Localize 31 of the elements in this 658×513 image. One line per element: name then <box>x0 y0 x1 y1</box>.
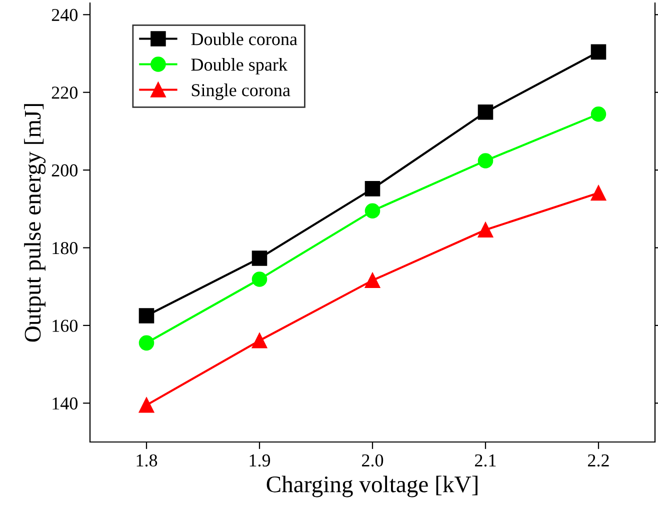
point <box>252 332 268 348</box>
point <box>478 222 494 238</box>
point <box>590 106 606 122</box>
point <box>478 153 494 168</box>
x-tick-label: 2.0 <box>362 454 384 467</box>
x-tick-label: 1.9 <box>250 454 270 467</box>
point <box>364 181 380 196</box>
x-tick-label: 2.2 <box>588 454 609 467</box>
y-tick-label: 240 <box>52 8 78 22</box>
legend-label: Double spark <box>191 58 288 74</box>
y-tick-label: 200 <box>52 164 78 176</box>
point <box>252 250 268 266</box>
legend-label: Double corona <box>191 32 298 46</box>
x-axis-title: Charging voltage [kV] <box>266 476 478 498</box>
legend-label: Single corona <box>192 84 290 100</box>
x-tick-label: 2.1 <box>475 454 496 467</box>
point <box>590 44 606 60</box>
point <box>252 272 268 287</box>
point <box>590 185 606 201</box>
x-tick-label: 1.8 <box>136 454 158 467</box>
point <box>138 335 154 351</box>
point <box>478 104 494 120</box>
y-tick-label: 180 <box>52 242 78 254</box>
point <box>364 203 380 218</box>
y-tick-label: 220 <box>52 86 78 99</box>
point <box>138 397 154 413</box>
y-tick-label: 160 <box>52 320 78 332</box>
y-tick-label: 140 <box>52 397 78 410</box>
y-axis-title: Output pulse energy [mJ] <box>24 104 46 342</box>
point <box>138 308 154 324</box>
point <box>364 272 380 288</box>
